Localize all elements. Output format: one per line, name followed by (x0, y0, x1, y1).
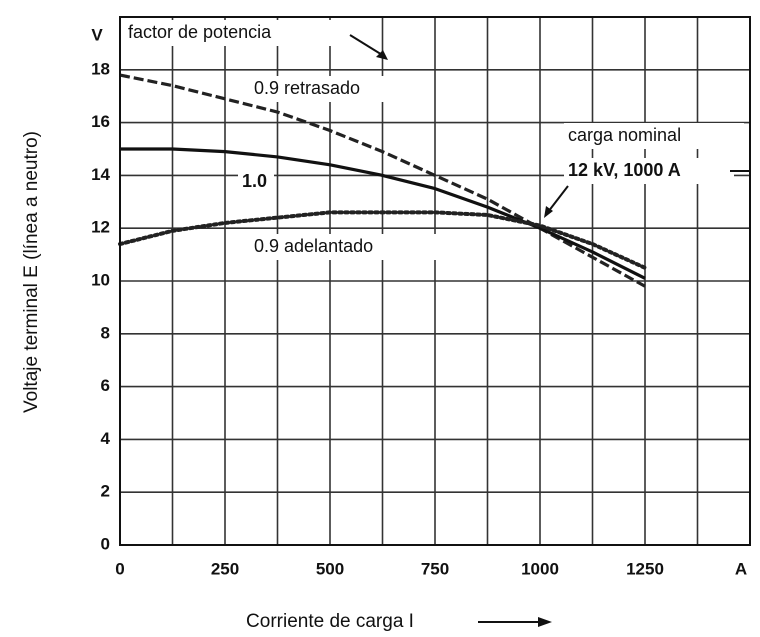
annotation: carga nominal (568, 125, 681, 145)
arrowhead (538, 617, 552, 627)
curves (118, 73, 647, 288)
x-tick-label: 250 (211, 559, 239, 578)
label-bg (564, 123, 744, 149)
y-tick-label: 2 (101, 482, 110, 501)
x-tick-label: 750 (421, 559, 449, 578)
x-unit: A (735, 559, 747, 578)
label-bg (238, 168, 274, 194)
x-tick-label: 1000 (521, 559, 559, 578)
y-tick-label: 14 (91, 165, 110, 184)
curve (119, 73, 646, 288)
x-axis-title: Corriente de carga I (246, 611, 414, 632)
x-tick-label: 500 (316, 559, 344, 578)
y-unit: V (91, 25, 103, 44)
label-bg (250, 76, 418, 102)
arrowhead (544, 206, 553, 218)
curve (118, 210, 647, 270)
y-tick-label: 12 (91, 218, 110, 237)
x-tick-label: 0 (115, 559, 124, 578)
annotation: 1.0 (242, 171, 267, 191)
grid (120, 17, 750, 545)
y-tick-label: 8 (101, 323, 110, 342)
arrowhead (376, 50, 388, 60)
y-tick-label: 18 (91, 59, 110, 78)
curve (120, 147, 646, 280)
y-axis-title: Voltaje terminal E (línea a neutro) (21, 131, 42, 413)
y-tick-label: 4 (101, 429, 111, 448)
y-tick-label: 6 (101, 376, 110, 395)
annotation: 0.9 adelantado (254, 236, 373, 256)
label-bg (250, 234, 436, 260)
plot-frame (119, 16, 751, 546)
x-tick-label: 1250 (626, 559, 664, 578)
labels: 0 250 500 750 1000 1250 0 2 4 6 8 10 12 14 16 18 (91, 59, 664, 578)
arrow (349, 34, 385, 57)
annotation: 12 kV, 1000 A (568, 160, 681, 180)
annotation: 0.9 retrasado (254, 78, 360, 98)
y-tick-label: 0 (101, 534, 110, 553)
label-bg (564, 158, 734, 184)
y-tick-label: 10 (91, 270, 110, 289)
label-bg (124, 20, 350, 46)
arrow (547, 185, 569, 213)
y-tick-label: 16 (91, 112, 110, 131)
annotation: factor de potencia (128, 22, 272, 42)
